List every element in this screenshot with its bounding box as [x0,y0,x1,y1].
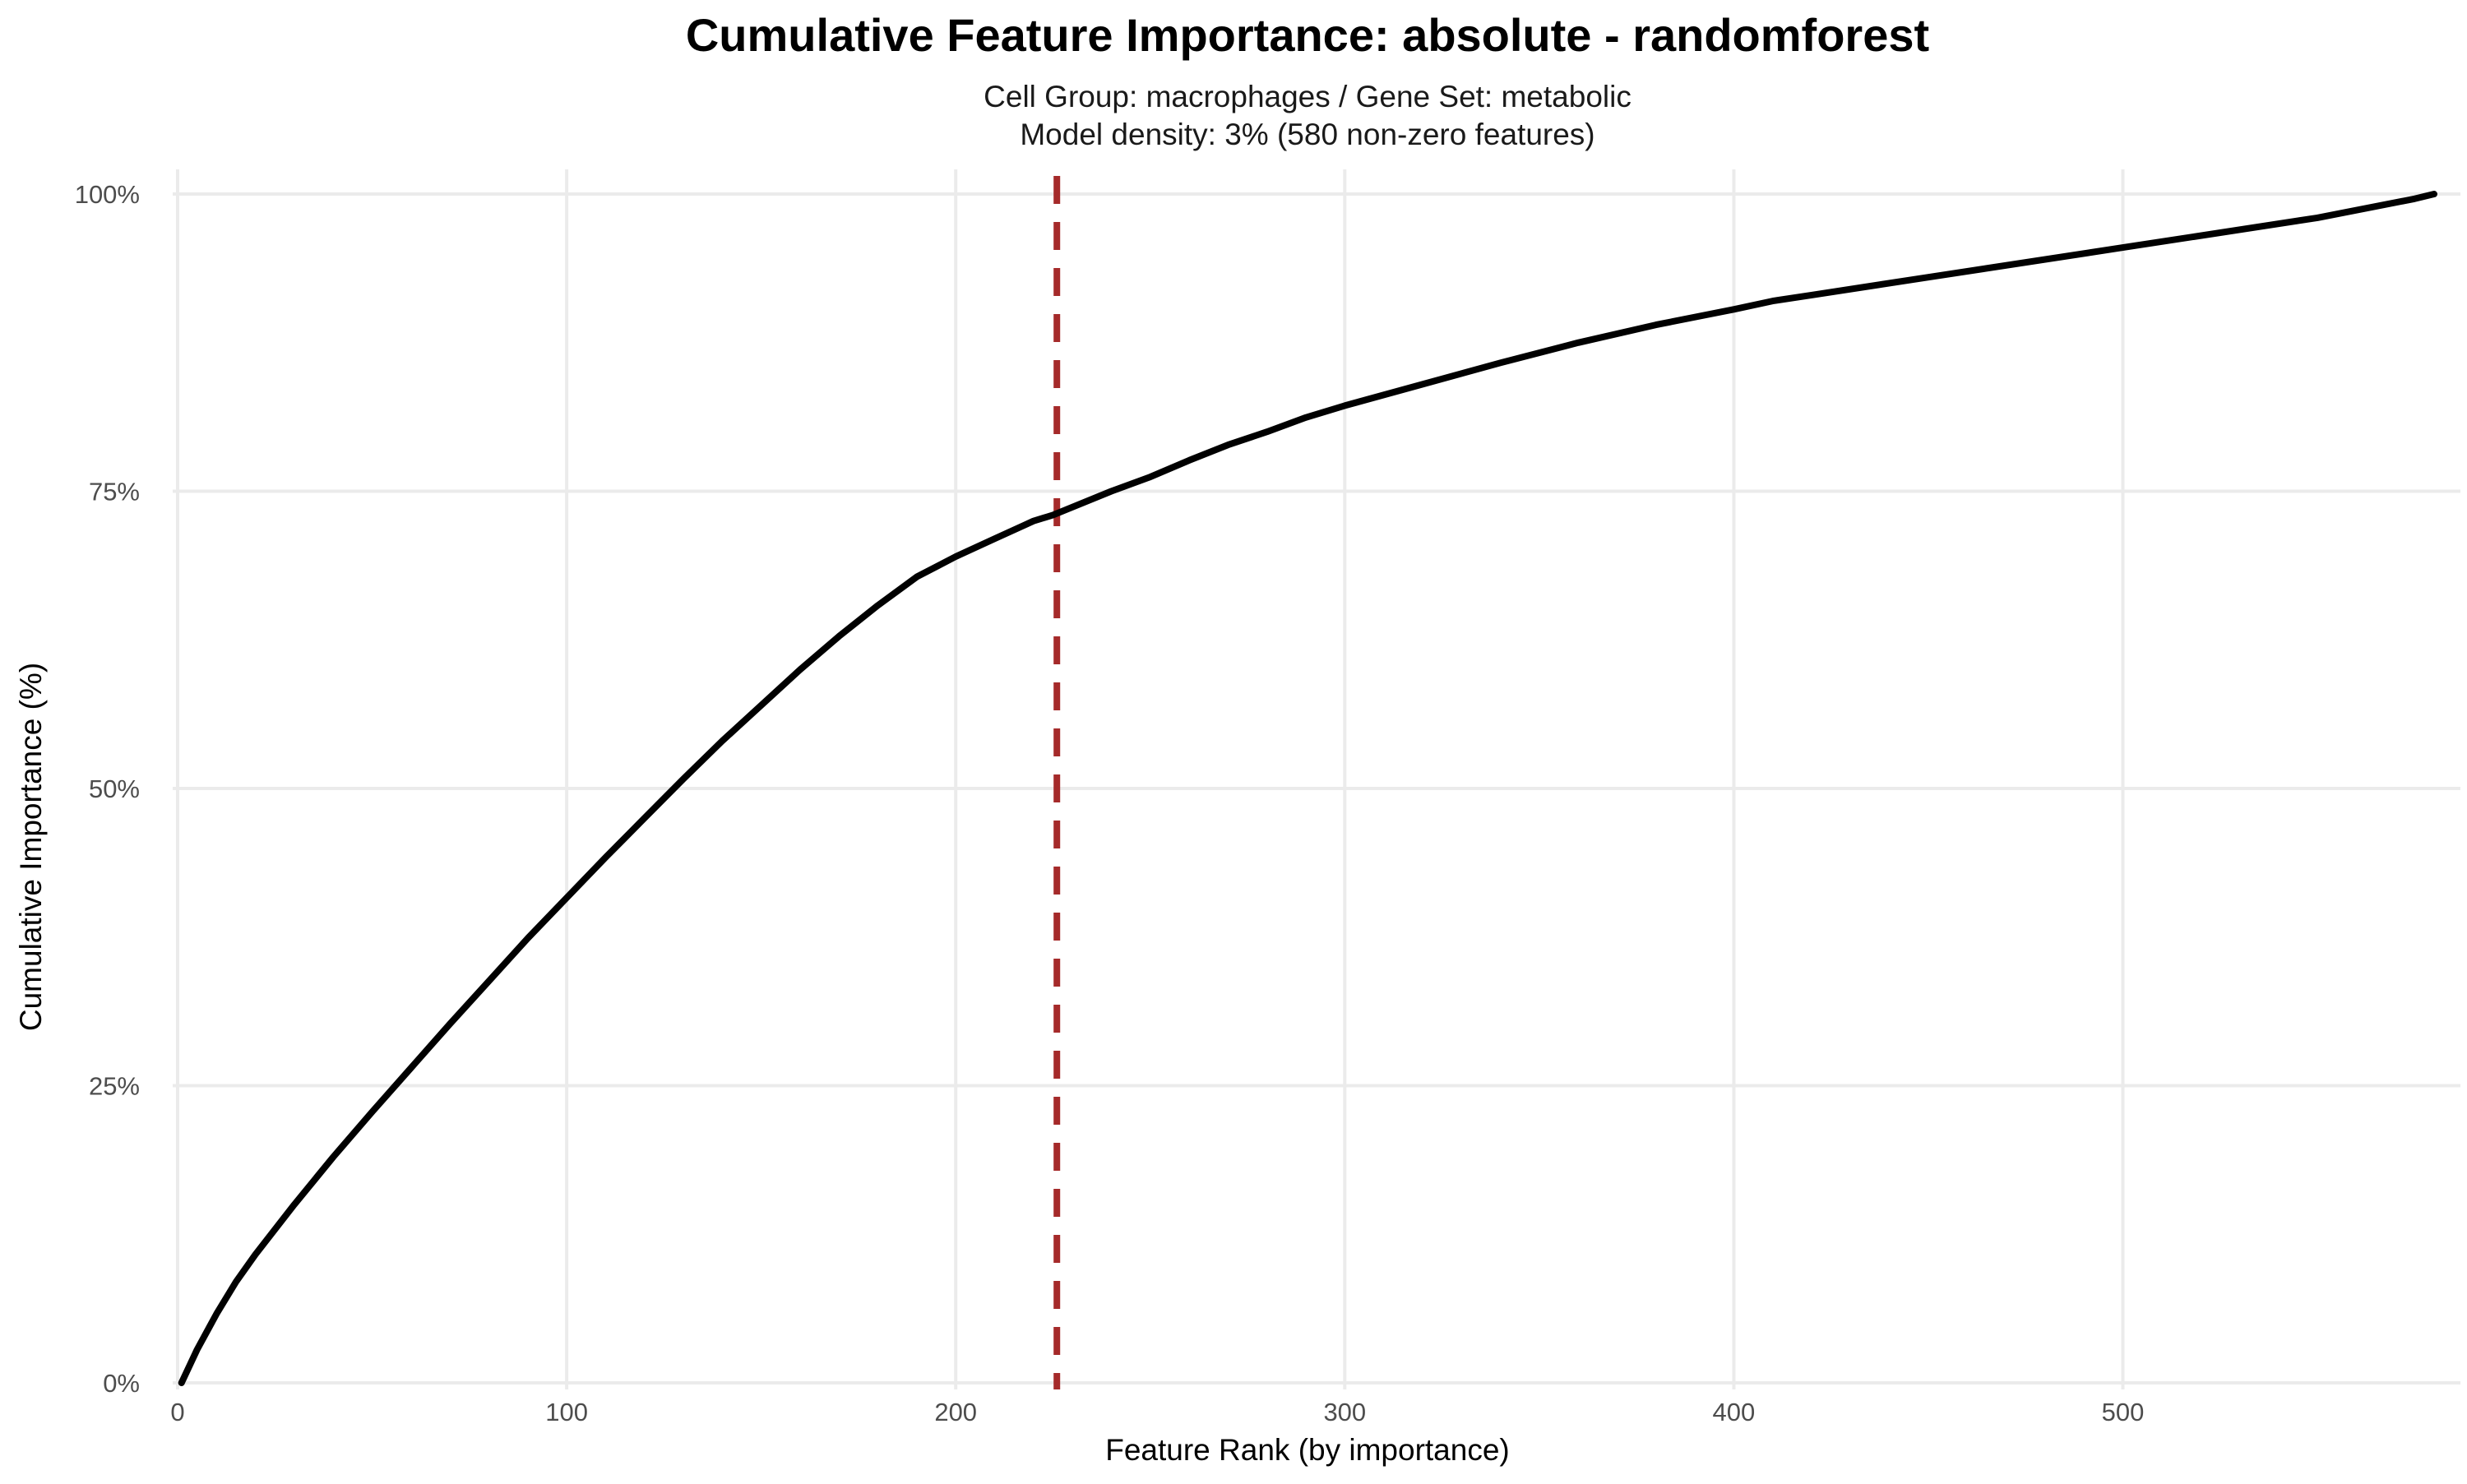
x-tick-label: 500 [2102,1398,2145,1426]
y-tick-label: 0% [103,1369,140,1398]
x-tick-label: 200 [934,1398,977,1426]
x-axis-label: Feature Rank (by importance) [1105,1433,1509,1467]
x-tick-label: 0 [170,1398,184,1426]
chart-title: Cumulative Feature Importance: absolute … [686,9,1929,61]
y-tick-label: 75% [89,478,140,506]
tick-layer: 0 100 200 300 400 500 0% 25% 50% 75% 100% [75,180,2145,1426]
x-tick-label: 100 [545,1398,588,1426]
y-tick-label: 100% [75,180,140,209]
chart-subtitle-line-1: Cell Group: macrophages / Gene Set: meta… [984,80,1632,113]
y-tick-label: 50% [89,774,140,803]
y-tick-label: 25% [89,1072,140,1101]
chart-subtitle-line-2: Model density: 3% (580 non-zero features… [1020,118,1595,151]
series-layer [178,191,2437,1386]
y-axis-label: Cumulative Importance (%) [14,663,48,1031]
x-tick-label: 400 [1713,1398,1756,1426]
grid-layer [173,169,2460,1389]
cumulative-importance-line [178,191,2437,1386]
x-tick-label: 300 [1323,1398,1366,1426]
